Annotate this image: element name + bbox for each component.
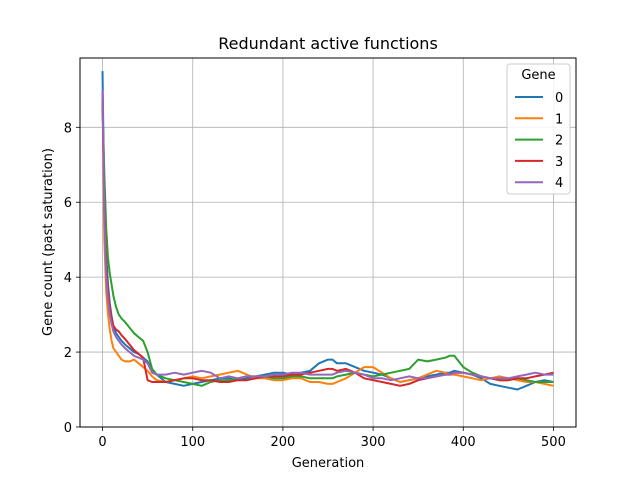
legend-entry-1: 1 <box>555 112 563 127</box>
series-layer <box>101 71 554 391</box>
y-tick-label: 8 <box>64 121 72 136</box>
legend-entry-4: 4 <box>555 176 563 191</box>
y-tick-label: 4 <box>64 271 72 286</box>
y-axis-label: Gene count (past saturation) <box>41 148 56 336</box>
x-tick-label: 0 <box>98 435 106 450</box>
x-tick-label: 200 <box>270 435 295 450</box>
legend-entry-0: 0 <box>555 91 563 106</box>
y-tick-label: 2 <box>64 346 72 361</box>
plot-frame <box>79 57 577 428</box>
chart-title: Redundant active functions <box>218 34 438 53</box>
series-line-4 <box>101 89 554 382</box>
x-tick-label: 500 <box>541 435 566 450</box>
series-line-2 <box>101 104 554 387</box>
grid <box>80 58 576 428</box>
x-tick-label: 300 <box>361 435 386 450</box>
legend-title: Gene <box>521 68 555 83</box>
legend-box <box>506 63 571 195</box>
legend-entry-3: 3 <box>555 155 563 170</box>
series-line-1 <box>101 93 554 387</box>
y-tick-label: 0 <box>64 421 72 436</box>
legend-entry-2: 2 <box>555 134 563 149</box>
x-tick-label: 100 <box>180 435 205 450</box>
x-axis-label: Generation <box>292 456 365 471</box>
y-tick-label: 6 <box>64 196 72 211</box>
ticks: 0 100 200 300 400 500 0 2 4 6 8 <box>64 121 566 450</box>
x-tick-label: 400 <box>451 435 476 450</box>
